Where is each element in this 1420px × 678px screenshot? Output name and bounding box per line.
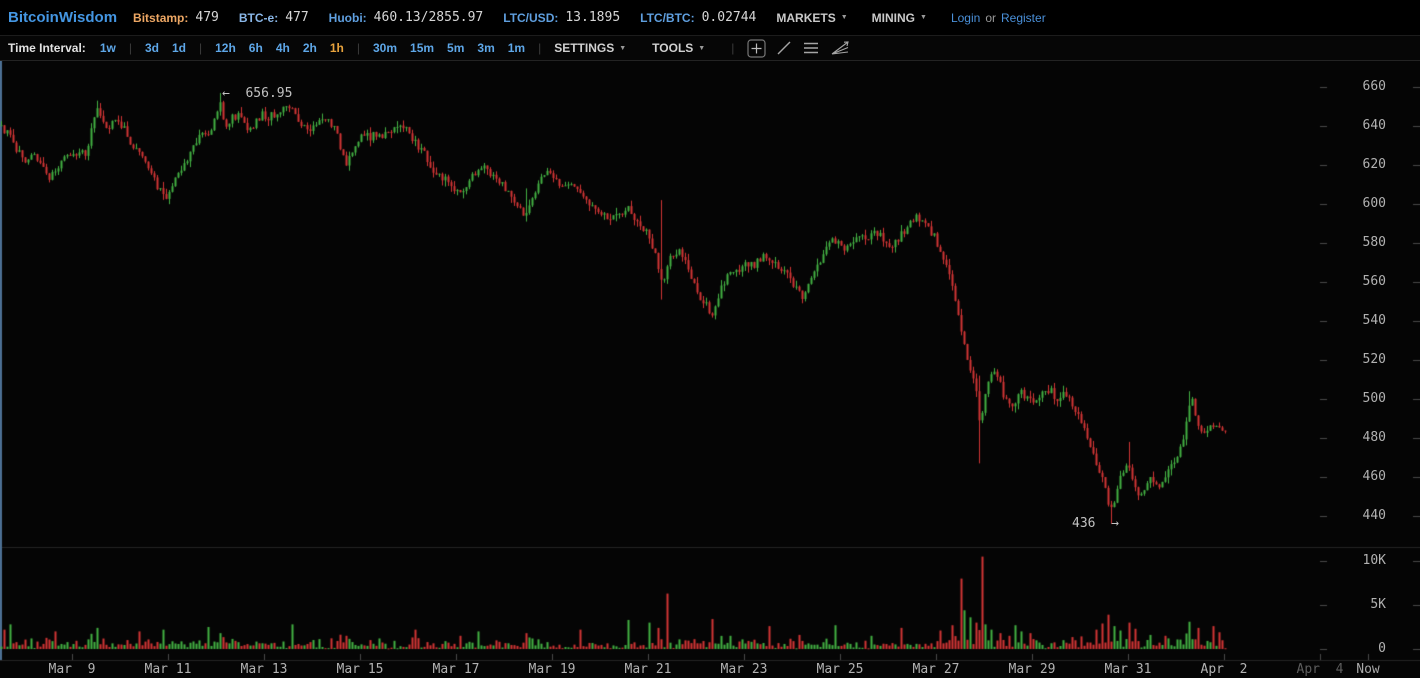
or-label: or (985, 10, 996, 25)
interval-5m[interactable]: 5m (447, 41, 465, 55)
interval-1h[interactable]: 1h (329, 41, 344, 55)
interval-2h[interactable]: 2h (302, 41, 317, 55)
toolbar-separator: | (128, 41, 132, 55)
chart-toolbar: Time Interval: 1w | 3d 1d | 12h 6h 4h 2h 1h | 30m 15… (0, 36, 1420, 61)
ticker-value: 13.1895 (565, 10, 621, 25)
ticker-label: LTC/BTC: (640, 10, 695, 25)
toolbar-separator: | (538, 41, 542, 55)
interval-selector: 1w | 3d 1d | 12h 6h 4h 2h 1h | 30m 15m 5m 3m 1m (100, 41, 538, 55)
login-link[interactable]: Login (950, 10, 981, 25)
interval-1w[interactable]: 1w (99, 41, 116, 55)
interval-12h[interactable]: 12h (215, 41, 236, 55)
settings-label: SETTINGS (554, 41, 615, 55)
ticker-ltcusd[interactable]: LTC/USD: 13.1895 (503, 10, 620, 25)
interval-6h[interactable]: 6h (248, 41, 263, 55)
site-logo[interactable]: BitcoinWisdom (8, 9, 118, 26)
interval-3d[interactable]: 3d (144, 41, 159, 55)
chevron-down-icon: ▼ (840, 14, 848, 21)
time-interval-label: Time Interval: (8, 41, 86, 55)
markets-label: MARKETS (776, 10, 836, 25)
tools-menu[interactable]: TOOLS ▼ (652, 41, 705, 55)
toolbar-separator: | (731, 41, 735, 55)
interval-15m[interactable]: 15m (410, 41, 435, 55)
interval-30m[interactable]: 30m (372, 41, 398, 55)
interval-3m[interactable]: 3m (477, 41, 495, 55)
ticker-label: Bitstamp: (133, 10, 189, 25)
auth-links: Login or Register (951, 11, 1046, 25)
chevron-down-icon: ▼ (920, 14, 927, 21)
ticker-label: BTC-e: (238, 10, 279, 25)
ticker-value: 0.02744 (701, 10, 757, 25)
trendline-tool-icon[interactable] (776, 40, 792, 56)
ticker-ltcbtc[interactable]: LTC/BTC: 0.02744 (640, 10, 756, 25)
ticker-bitstamp[interactable]: Bitstamp: 479 (133, 10, 219, 25)
ticker-label: Huobi: (328, 10, 367, 25)
fan-tool-icon[interactable] (830, 40, 850, 56)
interval-1d[interactable]: 1d (171, 41, 186, 55)
mining-label: MINING (871, 10, 916, 25)
candlestick-chart-canvas[interactable] (0, 61, 1420, 678)
interval-1m[interactable]: 1m (507, 41, 526, 55)
toolbar-separator: | (356, 41, 360, 55)
drawing-tools (747, 38, 850, 58)
markets-menu[interactable]: MARKETS ▼ (776, 11, 847, 25)
ticker-value: 460.13/2855.97 (373, 10, 484, 25)
mining-menu[interactable]: MINING ▼ (872, 11, 927, 25)
interval-4h[interactable]: 4h (275, 41, 290, 55)
ticker-huobi[interactable]: Huobi: 460.13/2855.97 (329, 10, 484, 25)
settings-menu[interactable]: SETTINGS ▼ (554, 41, 626, 55)
ticker-label: LTC/USD: (503, 10, 559, 25)
header: BitcoinWisdom Bitstamp: 479 BTC-e: 477 Huobi… (0, 0, 1420, 36)
chevron-down-icon: ▼ (698, 44, 706, 52)
register-link[interactable]: Register (1001, 10, 1046, 25)
horizontal-lines-tool-icon[interactable] (802, 40, 820, 56)
ticker-value: 479 (195, 10, 219, 25)
toolbar-separator: | (198, 41, 203, 55)
tools-label: TOOLS (652, 41, 694, 55)
ticker-bar: Bitstamp: 479 BTC-e: 477 Huobi: 460.13/2855.9… (133, 10, 776, 25)
ticker-value: 477 (285, 10, 309, 25)
ticker-btce[interactable]: BTC-e: 477 (239, 10, 309, 25)
chevron-down-icon: ▼ (619, 44, 627, 52)
crosshair-tool-icon[interactable] (747, 38, 766, 58)
